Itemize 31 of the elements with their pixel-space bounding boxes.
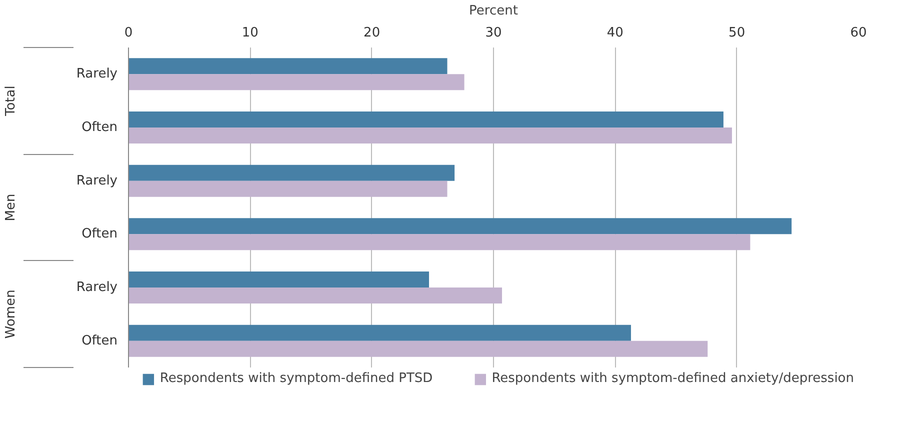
bar: [128, 128, 732, 144]
x-axis-title: Percent: [469, 4, 518, 18]
x-tick-label: 40: [606, 26, 624, 40]
y-tick-label: Often: [82, 333, 118, 348]
y-tick-label: Rarely: [76, 173, 118, 188]
bar: [128, 340, 708, 357]
x-tick-label: 10: [242, 26, 258, 40]
y-tick-label: Rarely: [76, 280, 118, 295]
legend-label: Respondents with symptom-defined PTSD: [160, 371, 433, 386]
text: Total: [4, 86, 18, 118]
y-tick-label: Often: [82, 226, 118, 242]
y-tick-label: Rarely: [76, 66, 118, 82]
bar: [128, 234, 750, 250]
x-tick-label: 30: [485, 26, 502, 40]
y-tick-label: Often: [82, 120, 118, 135]
bar: [128, 218, 792, 234]
legend-label: Respondents with symptom-defined anxiety/depression: [492, 371, 854, 386]
bar: [128, 112, 724, 128]
text: Men: [4, 194, 18, 222]
text: Women: [4, 290, 18, 339]
x-tick-label: 50: [728, 26, 746, 40]
x-tick-label: 20: [364, 26, 380, 40]
bar: [128, 324, 631, 341]
bar: [128, 272, 430, 288]
bar: [128, 164, 455, 181]
bar: [128, 180, 448, 197]
bar: [128, 58, 448, 74]
x-tick-label: 60: [850, 26, 867, 40]
x-tick-label: 0: [124, 26, 133, 40]
bar: [128, 74, 464, 90]
bar: [128, 288, 502, 304]
